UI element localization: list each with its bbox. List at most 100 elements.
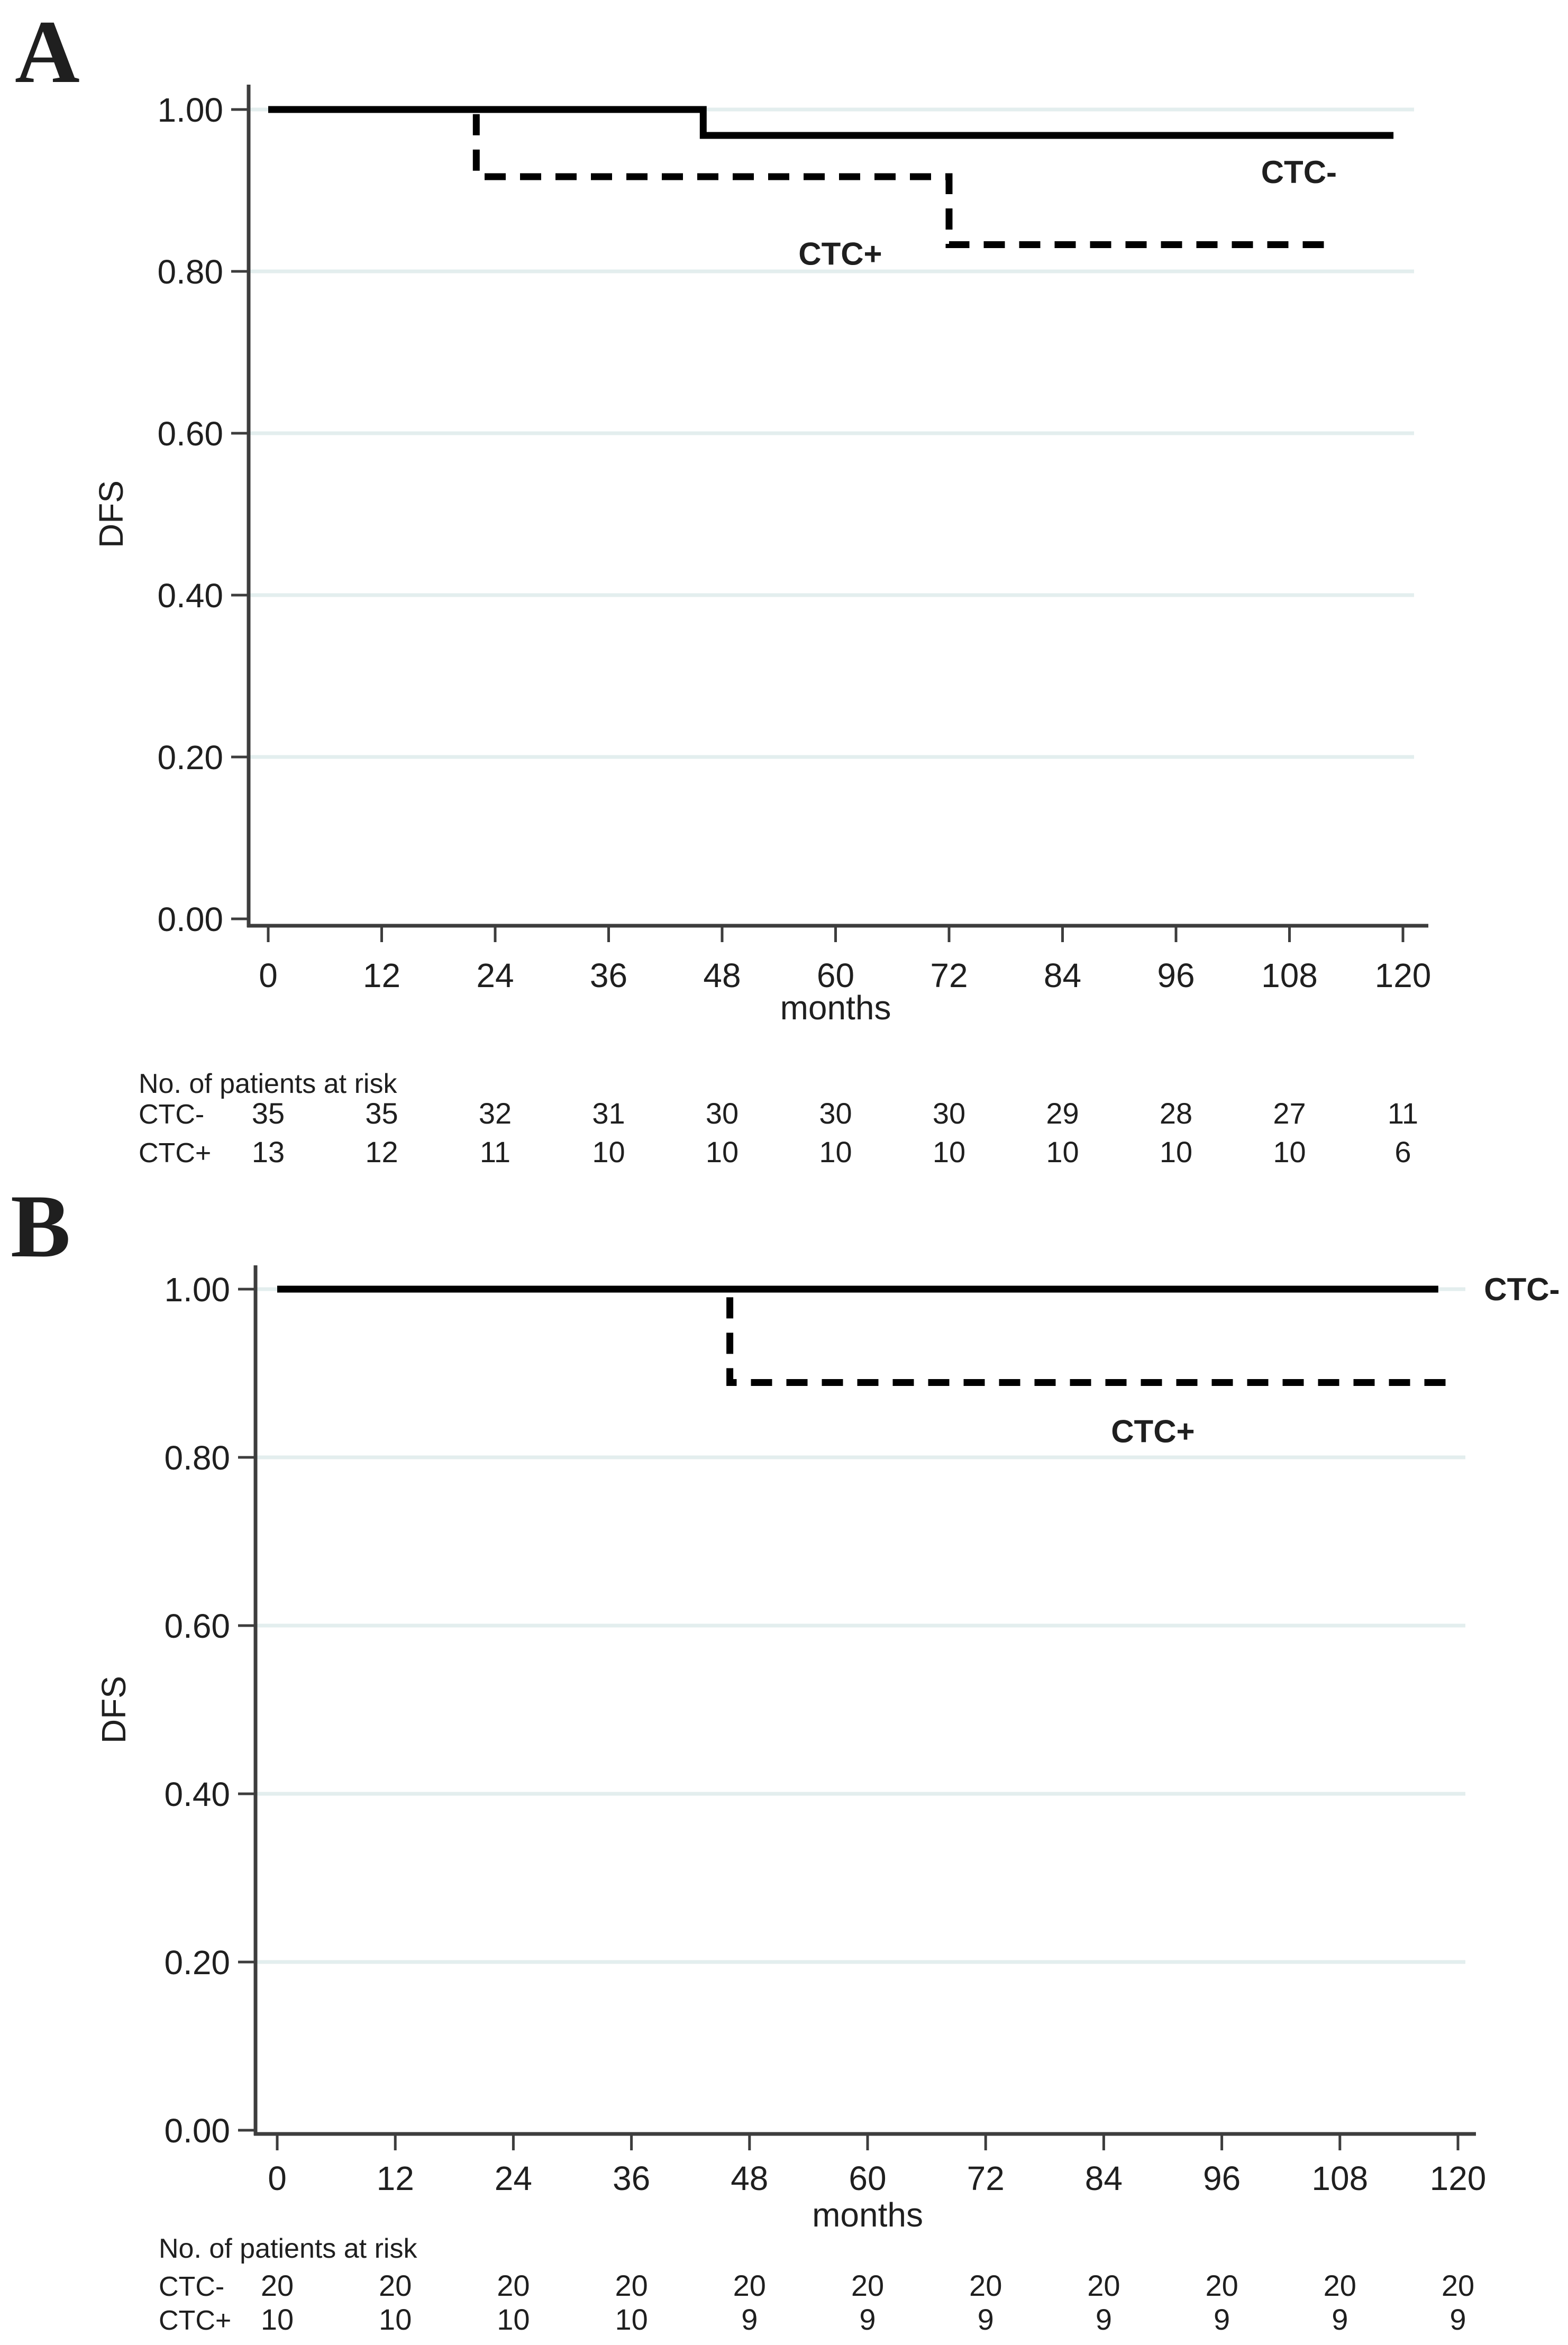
risk-count: 9 bbox=[859, 2303, 876, 2336]
risk-count: 20 bbox=[1442, 2269, 1474, 2302]
y-tick-label: 0.40 bbox=[164, 1775, 230, 1813]
x-tick-label: 108 bbox=[1311, 2159, 1368, 2197]
x-tick-label: 84 bbox=[1044, 956, 1081, 994]
risk-count: 20 bbox=[497, 2269, 530, 2302]
y-tick-label: 0.80 bbox=[157, 253, 223, 291]
risk-count: 9 bbox=[1450, 2303, 1466, 2336]
y-tick-label: 1.00 bbox=[157, 91, 223, 129]
y-tick-label: 0.00 bbox=[164, 2112, 230, 2150]
series-label: CTC- bbox=[1484, 1272, 1560, 1307]
x-tick-label: 72 bbox=[930, 956, 968, 994]
risk-count: 10 bbox=[819, 1135, 852, 1169]
risk-count: 20 bbox=[851, 2269, 884, 2302]
risk-count: 35 bbox=[365, 1097, 398, 1130]
risk-table-title: No. of patients at risk bbox=[159, 2233, 417, 2264]
series-curve-dashed bbox=[268, 106, 1327, 248]
y-tick-label: 0.40 bbox=[157, 577, 223, 615]
panel-B: 1.00 0.80 0.60 0.40 0.20 0.00 0 12 24 36 48 60 72 84 9… bbox=[11, 1176, 1560, 2336]
x-tick-label: 108 bbox=[1261, 956, 1318, 994]
x-tick-label: 48 bbox=[731, 2159, 768, 2197]
risk-count: 20 bbox=[969, 2269, 1002, 2302]
x-tick-label: 120 bbox=[1430, 2159, 1487, 2197]
risk-count: 13 bbox=[252, 1135, 285, 1169]
series-curve-solid bbox=[268, 106, 1394, 139]
x-tick-label: 60 bbox=[817, 956, 854, 994]
risk-count: 10 bbox=[615, 2303, 648, 2336]
x-tick-label: 24 bbox=[476, 956, 514, 994]
x-tick-label: 24 bbox=[495, 2159, 532, 2197]
risk-count: 30 bbox=[706, 1097, 739, 1130]
x-tick-label: 0 bbox=[259, 956, 278, 994]
y-tick-label: 0.20 bbox=[157, 738, 223, 777]
risk-count: 9 bbox=[978, 2303, 994, 2336]
risk-count: 12 bbox=[365, 1135, 398, 1169]
risk-count: 11 bbox=[480, 1135, 510, 1169]
risk-count: 10 bbox=[261, 2303, 294, 2336]
risk-count: 10 bbox=[1046, 1135, 1079, 1169]
x-tick-label: 12 bbox=[363, 956, 400, 994]
x-tick-label: 96 bbox=[1157, 956, 1195, 994]
risk-count: 31 bbox=[592, 1097, 625, 1130]
risk-count: 11 bbox=[1388, 1097, 1418, 1130]
x-axis-title: months bbox=[780, 989, 891, 1027]
y-tick-label: 0.20 bbox=[164, 1943, 230, 1982]
risk-count: 10 bbox=[933, 1135, 965, 1169]
risk-count: 10 bbox=[706, 1135, 739, 1169]
x-tick-label: 36 bbox=[590, 956, 627, 994]
x-tick-label: 60 bbox=[849, 2159, 886, 2197]
x-tick-label: 96 bbox=[1203, 2159, 1241, 2197]
risk-row-label: CTC+ bbox=[159, 2305, 231, 2336]
panel-A: 1.00 0.80 0.60 0.40 0.20 0.00 0 12 24 36 48 60 72 84 9… bbox=[15, 2, 1431, 1169]
x-tick-label: 36 bbox=[613, 2159, 650, 2197]
series-label: CTC- bbox=[1261, 154, 1337, 190]
risk-count: 30 bbox=[933, 1097, 965, 1130]
risk-count: 28 bbox=[1160, 1097, 1192, 1130]
series-label: CTC+ bbox=[1111, 1414, 1195, 1449]
x-tick-label: 12 bbox=[377, 2159, 414, 2197]
risk-count: 30 bbox=[819, 1097, 852, 1130]
risk-count: 20 bbox=[261, 2269, 294, 2302]
series-label: CTC+ bbox=[798, 236, 882, 271]
risk-count: 20 bbox=[1324, 2269, 1356, 2302]
risk-count: 6 bbox=[1394, 1135, 1411, 1169]
x-tick-label: 48 bbox=[703, 956, 741, 994]
risk-count: 20 bbox=[615, 2269, 648, 2302]
risk-count: 9 bbox=[1332, 2303, 1348, 2336]
y-tick-label: 0.60 bbox=[157, 415, 223, 453]
risk-count: 10 bbox=[592, 1135, 625, 1169]
risk-count: 9 bbox=[1096, 2303, 1112, 2336]
y-tick-label: 0.60 bbox=[164, 1607, 230, 1645]
risk-count: 9 bbox=[1214, 2303, 1230, 2336]
risk-row-label: CTC+ bbox=[139, 1138, 211, 1169]
risk-count: 10 bbox=[1160, 1135, 1192, 1169]
risk-row-label: CTC- bbox=[159, 2271, 224, 2302]
x-axis-title: months bbox=[812, 2196, 923, 2234]
y-tick-label: 1.00 bbox=[164, 1271, 230, 1309]
risk-count: 20 bbox=[733, 2269, 766, 2302]
risk-count: 20 bbox=[379, 2269, 412, 2302]
risk-count: 32 bbox=[479, 1097, 512, 1130]
risk-count: 20 bbox=[1087, 2269, 1120, 2302]
risk-count: 20 bbox=[1205, 2269, 1238, 2302]
risk-count: 35 bbox=[252, 1097, 285, 1130]
risk-count: 27 bbox=[1273, 1097, 1306, 1130]
risk-count: 10 bbox=[497, 2303, 530, 2336]
y-tick-label: 0.80 bbox=[164, 1439, 230, 1477]
x-tick-label: 72 bbox=[967, 2159, 1005, 2197]
risk-count: 29 bbox=[1046, 1097, 1079, 1130]
y-tick-label: 0.00 bbox=[157, 900, 223, 938]
risk-count: 10 bbox=[379, 2303, 412, 2336]
x-tick-label: 84 bbox=[1085, 2159, 1123, 2197]
panel-letter: B bbox=[11, 1176, 70, 1276]
risk-row-label: CTC- bbox=[139, 1099, 204, 1130]
risk-count: 10 bbox=[1273, 1135, 1306, 1169]
risk-count: 9 bbox=[741, 2303, 758, 2336]
risk-table-title: No. of patients at risk bbox=[139, 1069, 397, 1099]
x-tick-label: 120 bbox=[1375, 956, 1432, 994]
y-axis-title: DFS bbox=[92, 480, 130, 548]
y-axis-title: DFS bbox=[95, 1676, 133, 1744]
series-curve-dashed bbox=[277, 1285, 1458, 1386]
x-tick-label: 0 bbox=[268, 2159, 287, 2197]
